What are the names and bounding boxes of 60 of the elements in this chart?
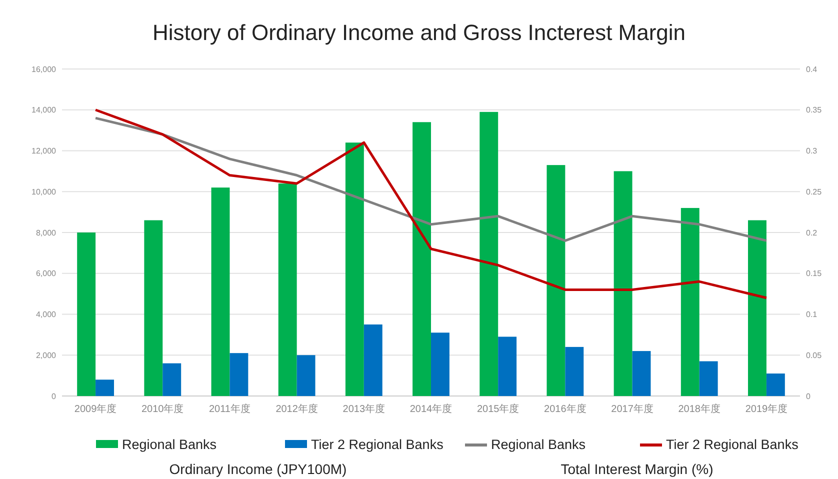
bar [230, 353, 248, 396]
bar [614, 171, 632, 396]
bar [144, 220, 163, 396]
bar [96, 380, 114, 396]
bar [680, 208, 700, 396]
x-tick-label: 2010年度 [142, 403, 184, 415]
chart-title: History of Ordinary Income and Gross Incterest Margin [152, 20, 686, 45]
y2-tick-label: 0 [806, 392, 811, 401]
line-series [94, 116, 768, 242]
x-tick-label: 2018年度 [678, 403, 720, 415]
bar [77, 232, 96, 396]
y2-tick-label: 0.15 [806, 269, 822, 278]
y-tick-label: 0 [52, 392, 57, 401]
bar [211, 188, 230, 396]
legend-label: Tier 2 Regional Banks [311, 437, 444, 452]
x-tick-label: 2011年度 [208, 403, 250, 415]
legend-label: Tier 2 Regional Banks [666, 437, 799, 452]
y-tick-label: 8,000 [36, 228, 57, 238]
y2-tick-label: 0.05 [806, 350, 822, 360]
bar [431, 332, 450, 396]
y-tick-label: 2,000 [36, 350, 57, 360]
bar [699, 361, 718, 396]
y-tick-label: 6,000 [36, 269, 57, 278]
y2-tick-label: 0.35 [806, 106, 822, 115]
text: Total Interest Margin (%) [560, 461, 714, 477]
y-tick-label: 16,000 [32, 64, 57, 74]
y-tick-label: 12,000 [32, 146, 57, 156]
x-tick-label: 2016年度 [544, 403, 586, 415]
y-tick-label: 14,000 [32, 106, 57, 115]
x-tick-label: 2017年度 [611, 403, 654, 415]
x-tick-label: 2014年度 [410, 403, 452, 415]
x-tick-label: 2009年度 [74, 403, 117, 415]
bar [278, 183, 297, 396]
x-tick-label: 2019年度 [745, 403, 788, 415]
y2-tick-label: 0.4 [806, 64, 818, 74]
bar [162, 363, 182, 396]
x-tick-label: 2013年度 [342, 403, 386, 415]
bar [345, 142, 364, 396]
y-tick-label: 4,000 [36, 310, 57, 320]
legend-label: Regional Banks [122, 437, 217, 452]
y2-tick-label: 0.2 [806, 228, 818, 238]
bar [748, 220, 766, 396]
y2-tick-label: 0.3 [806, 146, 818, 156]
x-tick-label: 2012年度 [276, 403, 318, 415]
bar [766, 374, 785, 396]
bar [480, 112, 498, 396]
bar [632, 351, 651, 396]
line-series [94, 108, 768, 300]
bar [498, 336, 517, 396]
bar [296, 355, 316, 396]
text: Ordinary Income (JPY100M) [169, 461, 347, 477]
y2-tick-label: 0.25 [806, 187, 822, 196]
y2-tick-label: 0.1 [806, 310, 818, 320]
x-tick-label: 2015年度 [476, 403, 520, 415]
bar [364, 324, 382, 396]
y-tick-label: 10,000 [32, 187, 57, 196]
bar [546, 165, 566, 396]
bar [412, 122, 431, 396]
legend-label: Regional Banks [491, 437, 586, 452]
bar [565, 346, 584, 396]
